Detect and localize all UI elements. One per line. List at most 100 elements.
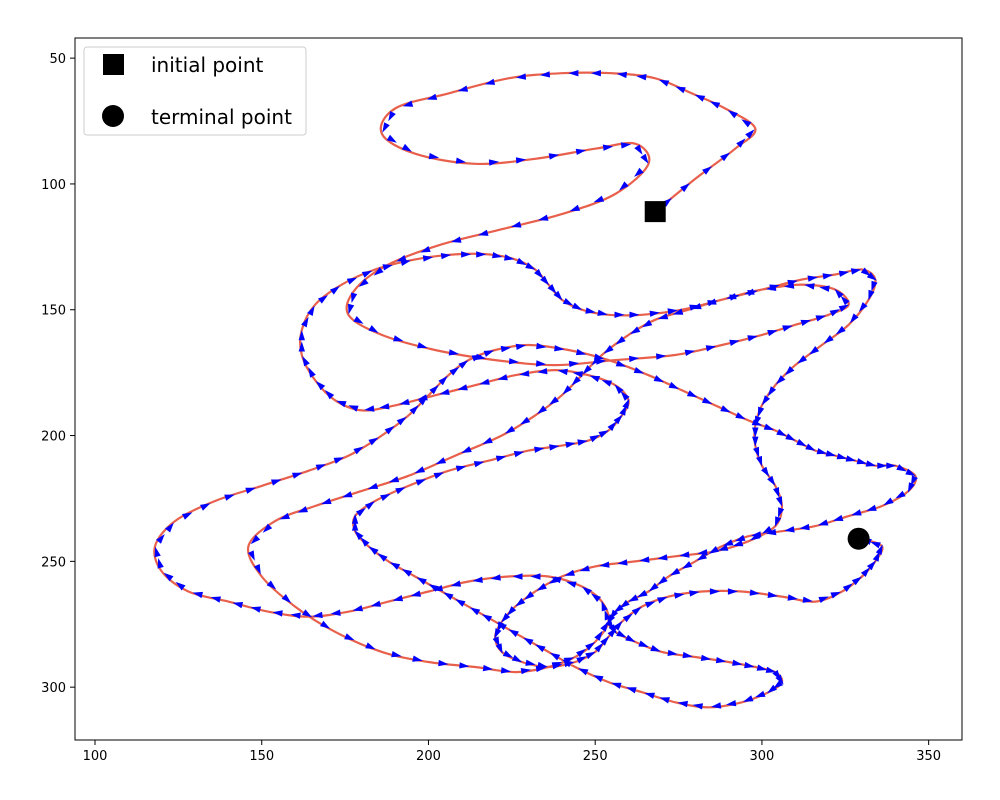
direction-arrow <box>473 461 485 468</box>
direction-arrow <box>620 391 630 401</box>
direction-arrow <box>776 428 787 437</box>
direction-arrow <box>471 354 483 362</box>
direction-arrow <box>819 285 830 292</box>
direction-arrow <box>773 487 780 498</box>
direction-arrow <box>504 254 515 261</box>
direction-arrow <box>450 580 462 587</box>
direction-arrow <box>461 251 472 258</box>
direction-arrow <box>525 659 536 666</box>
direction-arrow <box>832 514 844 521</box>
direction-arrow <box>836 453 848 460</box>
direction-arrow <box>298 341 305 352</box>
direction-arrow <box>797 355 808 364</box>
direction-arrow <box>640 153 649 164</box>
direction-arrow <box>399 398 410 405</box>
direction-arrow <box>752 436 759 447</box>
direction-arrow <box>523 637 534 646</box>
direction-arrow <box>796 438 807 447</box>
direction-arrow <box>700 654 712 661</box>
direction-arrow <box>657 597 668 604</box>
direction-arrow <box>634 144 643 155</box>
direction-arrow <box>538 214 549 221</box>
direction-arrow <box>735 534 746 542</box>
direction-arrow <box>352 605 364 612</box>
direction-arrow <box>344 633 355 641</box>
direction-arrow <box>302 609 313 618</box>
direction-arrow <box>562 385 572 395</box>
direction-arrow <box>875 544 883 555</box>
direction-arrow <box>860 567 870 577</box>
direction-arrow <box>591 593 601 602</box>
direction-arrow <box>747 290 758 297</box>
direction-arrow <box>302 356 310 367</box>
direction-arrow <box>886 462 897 469</box>
direction-arrow <box>388 476 400 483</box>
direction-arrow <box>536 583 547 591</box>
direction-arrow <box>636 74 647 81</box>
direction-arrow <box>835 325 846 335</box>
direction-arrow <box>346 277 358 285</box>
direction-arrow <box>566 581 577 588</box>
direction-arrow <box>849 313 859 324</box>
direction-arrow <box>590 70 601 77</box>
direction-arrow <box>535 644 546 653</box>
direction-arrow <box>866 272 877 281</box>
direction-arrow <box>482 437 493 444</box>
direction-arrow <box>602 144 614 151</box>
direction-arrow <box>576 648 586 658</box>
direction-arrow <box>324 390 335 400</box>
direction-arrow <box>392 595 404 602</box>
direction-arrow <box>657 576 668 585</box>
direction-arrow <box>537 368 548 375</box>
direction-arrow <box>315 381 326 391</box>
direction-arrow <box>619 181 629 191</box>
direction-arrows-layer <box>154 70 918 710</box>
direction-arrow <box>732 659 743 666</box>
direction-arrow <box>428 584 439 592</box>
direction-arrow <box>364 405 375 412</box>
direction-arrow <box>358 278 369 287</box>
direction-arrow <box>659 697 670 704</box>
direction-arrow <box>907 482 915 493</box>
direction-arrow <box>809 346 820 355</box>
direction-arrow <box>767 330 778 337</box>
direction-arrow <box>492 252 503 259</box>
direction-arrow <box>476 251 487 258</box>
y-tick-label: 300 <box>41 681 66 696</box>
direction-arrow <box>318 295 328 304</box>
direction-arrow <box>367 482 379 489</box>
direction-arrow <box>433 472 445 479</box>
direction-arrow <box>766 528 777 536</box>
direction-arrow <box>905 468 916 476</box>
direction-arrow <box>802 596 813 603</box>
direction-arrow <box>684 349 696 356</box>
direction-arrow <box>639 556 650 563</box>
direction-arrow <box>210 596 221 603</box>
direction-arrow <box>657 313 669 320</box>
direction-arrow <box>767 684 777 694</box>
direction-arrow <box>616 71 627 79</box>
legend-box <box>83 46 307 136</box>
direction-arrow <box>614 384 624 395</box>
direction-arrow <box>330 286 340 295</box>
direction-arrow <box>807 275 818 282</box>
direction-arrow <box>455 599 466 607</box>
direction-arrow <box>735 412 746 420</box>
direction-arrow <box>549 396 559 405</box>
direction-arrow <box>451 236 462 243</box>
terminal-point-marker <box>847 527 870 550</box>
direction-arrow <box>502 650 514 658</box>
legend-circle-marker <box>102 105 124 127</box>
direction-arrow <box>165 522 174 533</box>
direction-arrow <box>519 370 530 377</box>
direction-arrow <box>297 506 308 513</box>
direction-arrow <box>667 308 678 315</box>
direction-arrow <box>761 466 770 477</box>
direction-arrow <box>838 270 850 277</box>
plot-frame <box>74 37 963 741</box>
direction-arrow <box>851 509 862 516</box>
direction-arrow <box>458 360 469 369</box>
direction-arrow <box>769 284 780 291</box>
direction-arrow <box>443 592 454 601</box>
direction-arrow <box>534 446 545 453</box>
